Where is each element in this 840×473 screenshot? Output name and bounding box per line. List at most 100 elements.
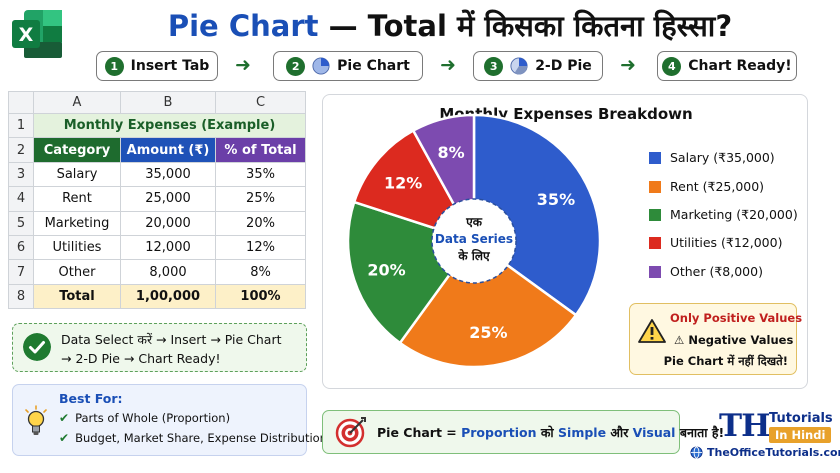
check-circle-icon (23, 333, 51, 361)
best-for-item: ✔ Budget, Market Share, Expense Distribut… (59, 431, 327, 445)
summary-text-highlight: Visual (632, 424, 676, 440)
legend-swatch (649, 208, 661, 221)
step-number: 3 (484, 56, 504, 76)
brand-website[interactable]: TheOfficeTutorials.com (690, 446, 840, 459)
summary-text-part: बनाता है! (675, 424, 725, 440)
total-row: 8 Total 1,00,000 100% (8, 283, 306, 310)
table-cell[interactable]: 8% (215, 259, 306, 285)
summary-text: Pie Chart = Proportion को Simple और Visu… (377, 424, 724, 441)
note-line-1: Data Select करें → Insert → Pie Chart (61, 332, 282, 347)
table-cell[interactable]: 35,000 (120, 161, 216, 188)
table-cell[interactable]: Utilities (33, 234, 121, 261)
note-line-2: → 2-D Pie → Chart Ready! (61, 351, 221, 366)
legend-item: Salary (₹35,000) (649, 150, 775, 165)
warning-small-icon: ⚠ (674, 333, 685, 347)
summary-text-part: Pie Chart = (377, 424, 462, 440)
column-header[interactable]: C (215, 91, 306, 114)
header-cell[interactable]: Amount (₹) (120, 137, 216, 163)
slice-data-label: 20% (367, 260, 405, 279)
table-row: 3 Salary 35,000 35% (8, 161, 306, 188)
slice-data-label: 12% (384, 173, 422, 192)
legend-item: Utilities (₹12,000) (649, 235, 782, 250)
step-label: Insert Tab (130, 58, 210, 74)
target-icon (335, 417, 366, 448)
table-cell[interactable]: 25,000 (120, 186, 216, 212)
table-cell[interactable]: 12% (215, 234, 306, 261)
row-header[interactable]: 2 (8, 137, 34, 163)
table-cell[interactable]: Salary (33, 161, 121, 188)
best-for-box: Best For: ✔ Parts of Whole (Proportion) ✔… (12, 384, 327, 456)
arrow-right-icon: ➜ (440, 54, 456, 76)
table-row: 7 Other 8,000 8% (8, 259, 306, 285)
arrow-right-icon: ➜ (620, 54, 636, 76)
total-cell[interactable]: 1,00,000 (120, 283, 216, 310)
table-cell[interactable]: Rent (33, 186, 121, 212)
pie-chart: 35% 25% 20% 12% 8% एक Data Series के लिए (346, 113, 602, 369)
warning-line-2: ⚠ Negative Values (674, 333, 793, 347)
table-cell[interactable]: Marketing (33, 210, 121, 236)
slice-data-label: 35% (537, 190, 575, 209)
table-row: 5 Marketing 20,000 20% (8, 210, 306, 236)
brand-website-text: TheOfficeTutorials.com (707, 446, 840, 459)
legend-swatch (649, 151, 661, 164)
row-header[interactable]: 7 (8, 259, 34, 285)
step-label: 2-D Pie (535, 58, 592, 74)
summary-text-part: को (536, 424, 559, 440)
globe-icon (690, 446, 703, 459)
row-header[interactable]: 6 (8, 234, 34, 261)
legend-swatch (649, 236, 661, 249)
center-label-line: Data Series (435, 232, 513, 246)
sheet-corner (8, 91, 34, 114)
pie-slice-rent[interactable] (398, 239, 578, 369)
slice-data-label: 8% (438, 143, 465, 162)
title-rest: — Total में किसका कितना हिस्सा? (318, 9, 733, 43)
steps-note: Data Select करें → Insert → Pie Chart → … (12, 323, 307, 372)
best-for-title: Best For: (59, 391, 123, 406)
legend-item: Other (₹8,000) (649, 264, 763, 279)
row-header[interactable]: 5 (8, 210, 34, 236)
header-cell[interactable]: Category (33, 137, 121, 163)
legend-swatch (649, 265, 661, 278)
best-for-item: ✔ Parts of Whole (Proportion) (59, 411, 230, 425)
step-number: 4 (662, 56, 682, 76)
pie-slice-salary[interactable] (472, 113, 602, 317)
warning-line-3: Pie Chart में नहीं दिखते! (663, 354, 788, 368)
step-chart-ready: 4 Chart Ready! (657, 51, 797, 81)
center-label-line: एक (465, 215, 483, 229)
step-number: 2 (286, 56, 306, 76)
column-header[interactable]: A (33, 91, 121, 114)
row-header[interactable]: 8 (8, 283, 34, 310)
column-header[interactable]: B (120, 91, 216, 114)
row-header[interactable]: 1 (8, 112, 34, 139)
brand-in-hindi: In Hindi (769, 427, 832, 443)
best-for-item-text: Budget, Market Share, Expense Distributi… (75, 431, 327, 445)
legend-label: Other (₹8,000) (670, 264, 763, 279)
sheet-title-cell[interactable]: Monthly Expenses (Example) (33, 112, 306, 139)
chart-panel: Monthly Expenses Breakdown 35% 25% 20% 12% 8… (322, 94, 808, 389)
pie-chart-icon (312, 57, 330, 75)
pie-chart-icon (510, 57, 528, 75)
row-header[interactable]: 4 (8, 186, 34, 212)
check-icon: ✔ (59, 411, 70, 425)
spreadsheet: A B C 1 Monthly Expenses (Example) 2 Cat… (8, 91, 306, 310)
table-cell[interactable]: 12,000 (120, 234, 216, 261)
total-cell[interactable]: Total (33, 283, 121, 310)
table-cell[interactable]: Other (33, 259, 121, 285)
summary-text-highlight: Simple (558, 424, 607, 440)
slice-data-label: 25% (469, 323, 507, 342)
svg-text:X: X (19, 24, 34, 46)
table-cell[interactable]: 20,000 (120, 210, 216, 236)
page-title: Pie Chart — Total में किसका कितना हिस्सा… (74, 6, 826, 43)
legend-label: Utilities (₹12,000) (670, 235, 783, 250)
table-cell[interactable]: 8,000 (120, 259, 216, 285)
brand-logo: TH (719, 408, 770, 444)
table-cell[interactable]: 20% (215, 210, 306, 236)
table-row: 6 Utilities 12,000 12% (8, 234, 306, 261)
step-label: Pie Chart (337, 58, 410, 74)
row-header[interactable]: 3 (8, 161, 34, 188)
header-cell[interactable]: % of Total (215, 137, 306, 163)
total-cell[interactable]: 100% (215, 283, 306, 310)
step-number: 1 (104, 56, 124, 76)
table-cell[interactable]: 25% (215, 186, 306, 212)
table-cell[interactable]: 35% (215, 161, 306, 188)
